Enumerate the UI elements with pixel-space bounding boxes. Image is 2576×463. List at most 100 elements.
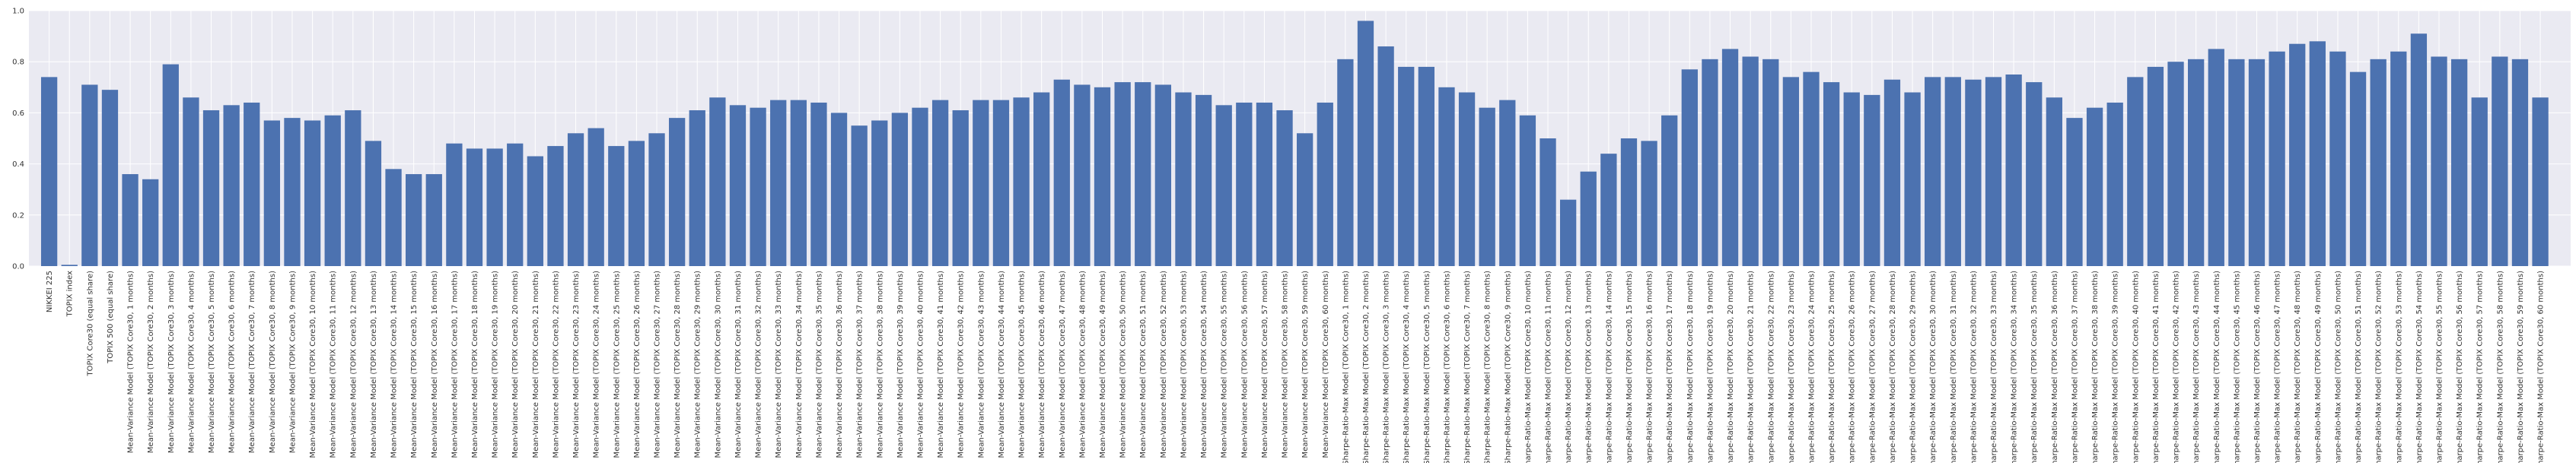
- bar: [1154, 84, 1172, 266]
- x-tick-label: Mean-Variance Model (TOPIX Core30, 4 mon…: [187, 271, 196, 453]
- bar: [2532, 97, 2549, 266]
- x-tick-label: Mean-Variance Model (TOPIX Core30, 35 mo…: [815, 271, 823, 458]
- x-tick-label: Mean-Variance Model (TOPIX Core30, 31 mo…: [734, 271, 743, 458]
- x-tick-label: Mean-Variance Model (TOPIX Core30, 38 mo…: [876, 271, 884, 458]
- bar: [527, 156, 543, 266]
- x-tick-label: Mean-Variance Model (TOPIX Core30, 49 mo…: [1099, 271, 1107, 458]
- bar: [790, 100, 807, 266]
- x-tick-label: Mean-Variance Model (TOPIX Core30, 9 mon…: [288, 271, 297, 453]
- x-tick-label: Sharpe-Ratio-Max Model (TOPIX Core30, 1 …: [1342, 271, 1350, 463]
- x-tick-label: Mean-Variance Model (TOPIX Core30, 51 mo…: [1139, 271, 1148, 458]
- bar: [1418, 66, 1434, 267]
- x-tick-label: Mean-Variance Model (TOPIX Core30, 32 mo…: [755, 271, 763, 458]
- bar: [2450, 59, 2468, 266]
- bar: [1236, 102, 1253, 266]
- bar: [2410, 33, 2428, 267]
- bar: [1013, 97, 1030, 266]
- x-tick-label: Sharpe-Ratio-Max Model (TOPIX Core30, 39…: [2112, 271, 2120, 463]
- x-tick-label: Sharpe-Ratio-Max Model (TOPIX Core30, 8 …: [1484, 271, 1492, 463]
- x-tick-label: Mean-Variance Model (TOPIX Core30, 24 mo…: [593, 271, 601, 458]
- bar: [1742, 56, 1759, 266]
- x-tick-label: Mean-Variance Model (TOPIX Core30, 7 mon…: [248, 271, 256, 453]
- x-tick-label: Sharpe-Ratio-Max Model (TOPIX Core30, 40…: [2132, 271, 2140, 463]
- bar: [2511, 59, 2529, 266]
- bar: [1762, 59, 1779, 266]
- bar: [507, 143, 524, 266]
- x-tick-label: Sharpe-Ratio-Max Model (TOPIX Core30, 59…: [2517, 271, 2525, 463]
- bar: [263, 120, 281, 266]
- x-tick-label: Sharpe-Ratio-Max Model (TOPIX Core30, 3 …: [1383, 271, 1391, 463]
- x-tick-label: Sharpe-Ratio-Max Model (TOPIX Core30, 57…: [2476, 271, 2485, 463]
- bar: [1883, 79, 1901, 266]
- x-tick-label: Sharpe-Ratio-Max Model (TOPIX Core30, 35…: [2030, 271, 2039, 463]
- x-tick-label: Mean-Variance Model (TOPIX Core30, 34 mo…: [795, 271, 804, 458]
- bar: [162, 64, 179, 266]
- bar: [1398, 66, 1415, 267]
- bar: [2329, 51, 2346, 266]
- bar: [1337, 59, 1354, 266]
- x-tick-label: Sharpe-Ratio-Max Model (TOPIX Core30, 51…: [2355, 271, 2363, 463]
- x-tick-label: Sharpe-Ratio-Max Model (TOPIX Core30, 47…: [2274, 271, 2282, 463]
- x-tick-label: Sharpe-Ratio-Max Model (TOPIX Core30, 7 …: [1463, 271, 1472, 463]
- x-tick-label: Sharpe-Ratio-Max Model (TOPIX Core30, 20…: [1727, 271, 1735, 463]
- bar: [101, 90, 119, 266]
- bar: [1297, 133, 1313, 266]
- x-tick-label: Mean-Variance Model (TOPIX Core30, 58 mo…: [1282, 271, 1290, 458]
- x-tick-label: Sharpe-Ratio-Max Model (TOPIX Core30, 52…: [2375, 271, 2383, 463]
- y-tick-label: 1.0: [12, 8, 24, 16]
- bar: [406, 174, 422, 266]
- x-tick-label: Sharpe-Ratio-Max Model (TOPIX Core30, 26…: [1848, 271, 1857, 463]
- bar: [912, 107, 928, 266]
- x-tick-label: Mean-Variance Model (TOPIX Core30, 56 mo…: [1240, 271, 1249, 458]
- bar: [750, 107, 766, 266]
- bar: [871, 120, 888, 266]
- bar: [729, 105, 747, 266]
- bar: [1925, 77, 1941, 266]
- x-tick-label: Sharpe-Ratio-Max Model (TOPIX Core30, 49…: [2314, 271, 2323, 463]
- bar: [1479, 107, 1495, 266]
- bar: [446, 143, 463, 266]
- bar: [2248, 59, 2266, 266]
- bar: [1053, 79, 1070, 266]
- x-tick-label: Mean-Variance Model (TOPIX Core30, 52 mo…: [1160, 271, 1168, 458]
- x-tick-label: Mean-Variance Model (TOPIX Core30, 39 mo…: [896, 271, 905, 458]
- x-tick-label: Mean-Variance Model (TOPIX Core30, 17 mo…: [451, 271, 459, 458]
- bar: [1377, 46, 1394, 266]
- x-tick-label: Sharpe-Ratio-Max Model (TOPIX Core30, 54…: [2415, 271, 2424, 463]
- bar: [2431, 56, 2447, 266]
- x-tick-label: Mean-Variance Model (TOPIX Core30, 10 mo…: [309, 271, 317, 458]
- bar: [1985, 77, 2002, 266]
- x-tick-label: Sharpe-Ratio-Max Model (TOPIX Core30, 42…: [2173, 271, 2181, 463]
- x-tick-label: Mean-Variance Model (TOPIX Core30, 29 mo…: [694, 271, 702, 458]
- x-tick-label: Mean-Variance Model (TOPIX Core30, 20 mo…: [511, 271, 520, 458]
- x-tick-label: Sharpe-Ratio-Max Model (TOPIX Core30, 21…: [1747, 271, 1756, 463]
- x-tick-label: TOPIX Core30 (equal share): [86, 271, 94, 377]
- x-tick-label: Sharpe-Ratio-Max Model (TOPIX Core30, 14…: [1605, 271, 1613, 463]
- x-tick-label: Mean-Variance Model (TOPIX Core30, 16 mo…: [431, 271, 439, 458]
- bar: [830, 113, 848, 266]
- x-tick-label: Mean-Variance Model (TOPIX Core30, 12 mo…: [349, 271, 358, 458]
- x-tick-label: Sharpe-Ratio-Max Model (TOPIX Core30, 16…: [1646, 271, 1654, 463]
- x-tick-label: Mean-Variance Model (TOPIX Core30, 40 mo…: [916, 271, 925, 458]
- x-tick-label: Mean-Variance Model (TOPIX Core30, 13 mo…: [370, 271, 378, 458]
- x-tick-label: Mean-Variance Model (TOPIX Core30, 59 mo…: [1301, 271, 1310, 458]
- x-tick-label: TOPIX index: [66, 271, 75, 317]
- x-tick-label: Mean-Variance Model (TOPIX Core30, 15 mo…: [410, 271, 419, 458]
- x-tick-label: Sharpe-Ratio-Max Model (TOPIX Core30, 6 …: [1443, 271, 1451, 463]
- bar: [1904, 92, 1921, 267]
- x-tick-label: Sharpe-Ratio-Max Model (TOPIX Core30, 56…: [2456, 271, 2464, 463]
- x-tick-label: Sharpe-Ratio-Max Model (TOPIX Core30, 55…: [2436, 271, 2444, 463]
- bar: [304, 120, 321, 266]
- bar: [1540, 138, 1556, 266]
- bar: [2269, 51, 2285, 266]
- x-tick-label: Mean-Variance Model (TOPIX Core30, 60 mo…: [1322, 271, 1330, 458]
- bar: [202, 110, 220, 266]
- x-tick-label: Sharpe-Ratio-Max Model (TOPIX Core30, 2 …: [1362, 271, 1371, 463]
- x-tick-label: Mean-Variance Model (TOPIX Core30, 21 mo…: [532, 271, 540, 458]
- x-tick-label: Mean-Variance Model (TOPIX Core30, 46 mo…: [1038, 271, 1046, 458]
- x-tick-label: Mean-Variance Model (TOPIX Core30, 6 mon…: [228, 271, 237, 453]
- bar: [61, 265, 78, 266]
- bar: [770, 100, 787, 266]
- bar: [1175, 92, 1192, 267]
